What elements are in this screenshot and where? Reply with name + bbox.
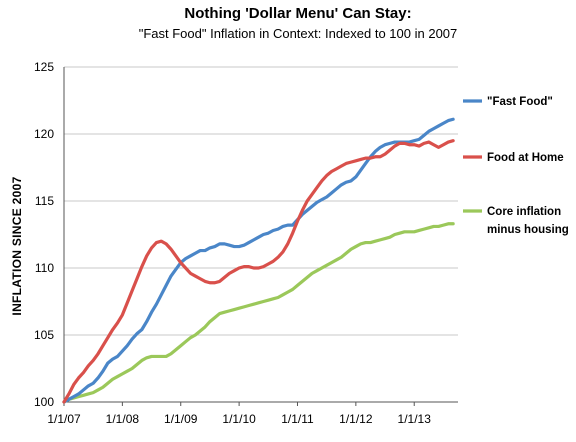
y-axis-ticks: 100 105 110 115 120 125 xyxy=(34,60,54,409)
axes xyxy=(63,67,458,403)
y-axis-label: INFLATION SINCE 2007 xyxy=(10,176,24,315)
y-tick-label-125: 125 xyxy=(34,60,54,74)
chart-title: Nothing 'Dollar Menu' Can Stay: xyxy=(184,5,411,22)
x-tick-label-1/1/07: 1/1/07 xyxy=(47,412,81,426)
x-tick-label-1/1/13: 1/1/13 xyxy=(398,412,432,426)
y-tick-label-110: 110 xyxy=(35,261,54,275)
y-tick-label-115: 115 xyxy=(35,194,54,208)
series-line-1 xyxy=(62,139,455,404)
chart-subtitle: "Fast Food" Inflation in Context: Indexe… xyxy=(139,26,458,41)
series-line-0 xyxy=(62,117,455,404)
legend: "Fast Food" Food at Home Core inflation min… xyxy=(463,96,569,236)
x-tick-label-1/1/10: 1/1/10 xyxy=(222,412,256,426)
grid-lines xyxy=(64,66,458,336)
legend-label-2: Core inflation xyxy=(487,206,561,218)
x-tick-label-1/1/12: 1/1/12 xyxy=(339,412,373,426)
x-axis-ticks: 1/1/07 1/1/08 1/1/09 1/1/10 1/1/11 1/1/12 1/1/… xyxy=(47,402,431,426)
x-tick-label-1/1/08: 1/1/08 xyxy=(106,412,140,426)
legend-label-2: minus housing xyxy=(487,224,569,236)
legend-label-0: "Fast Food" xyxy=(487,96,553,108)
series-line-2 xyxy=(62,222,455,404)
y-tick-label-100: 100 xyxy=(34,395,54,409)
y-tick-label-120: 120 xyxy=(34,127,54,141)
series-lines xyxy=(62,117,455,404)
y-tick-label-105: 105 xyxy=(34,328,54,342)
x-tick-label-1/1/09: 1/1/09 xyxy=(164,412,198,426)
x-tick-label-1/1/11: 1/1/11 xyxy=(281,412,314,426)
legend-label-1: Food at Home xyxy=(487,152,564,164)
